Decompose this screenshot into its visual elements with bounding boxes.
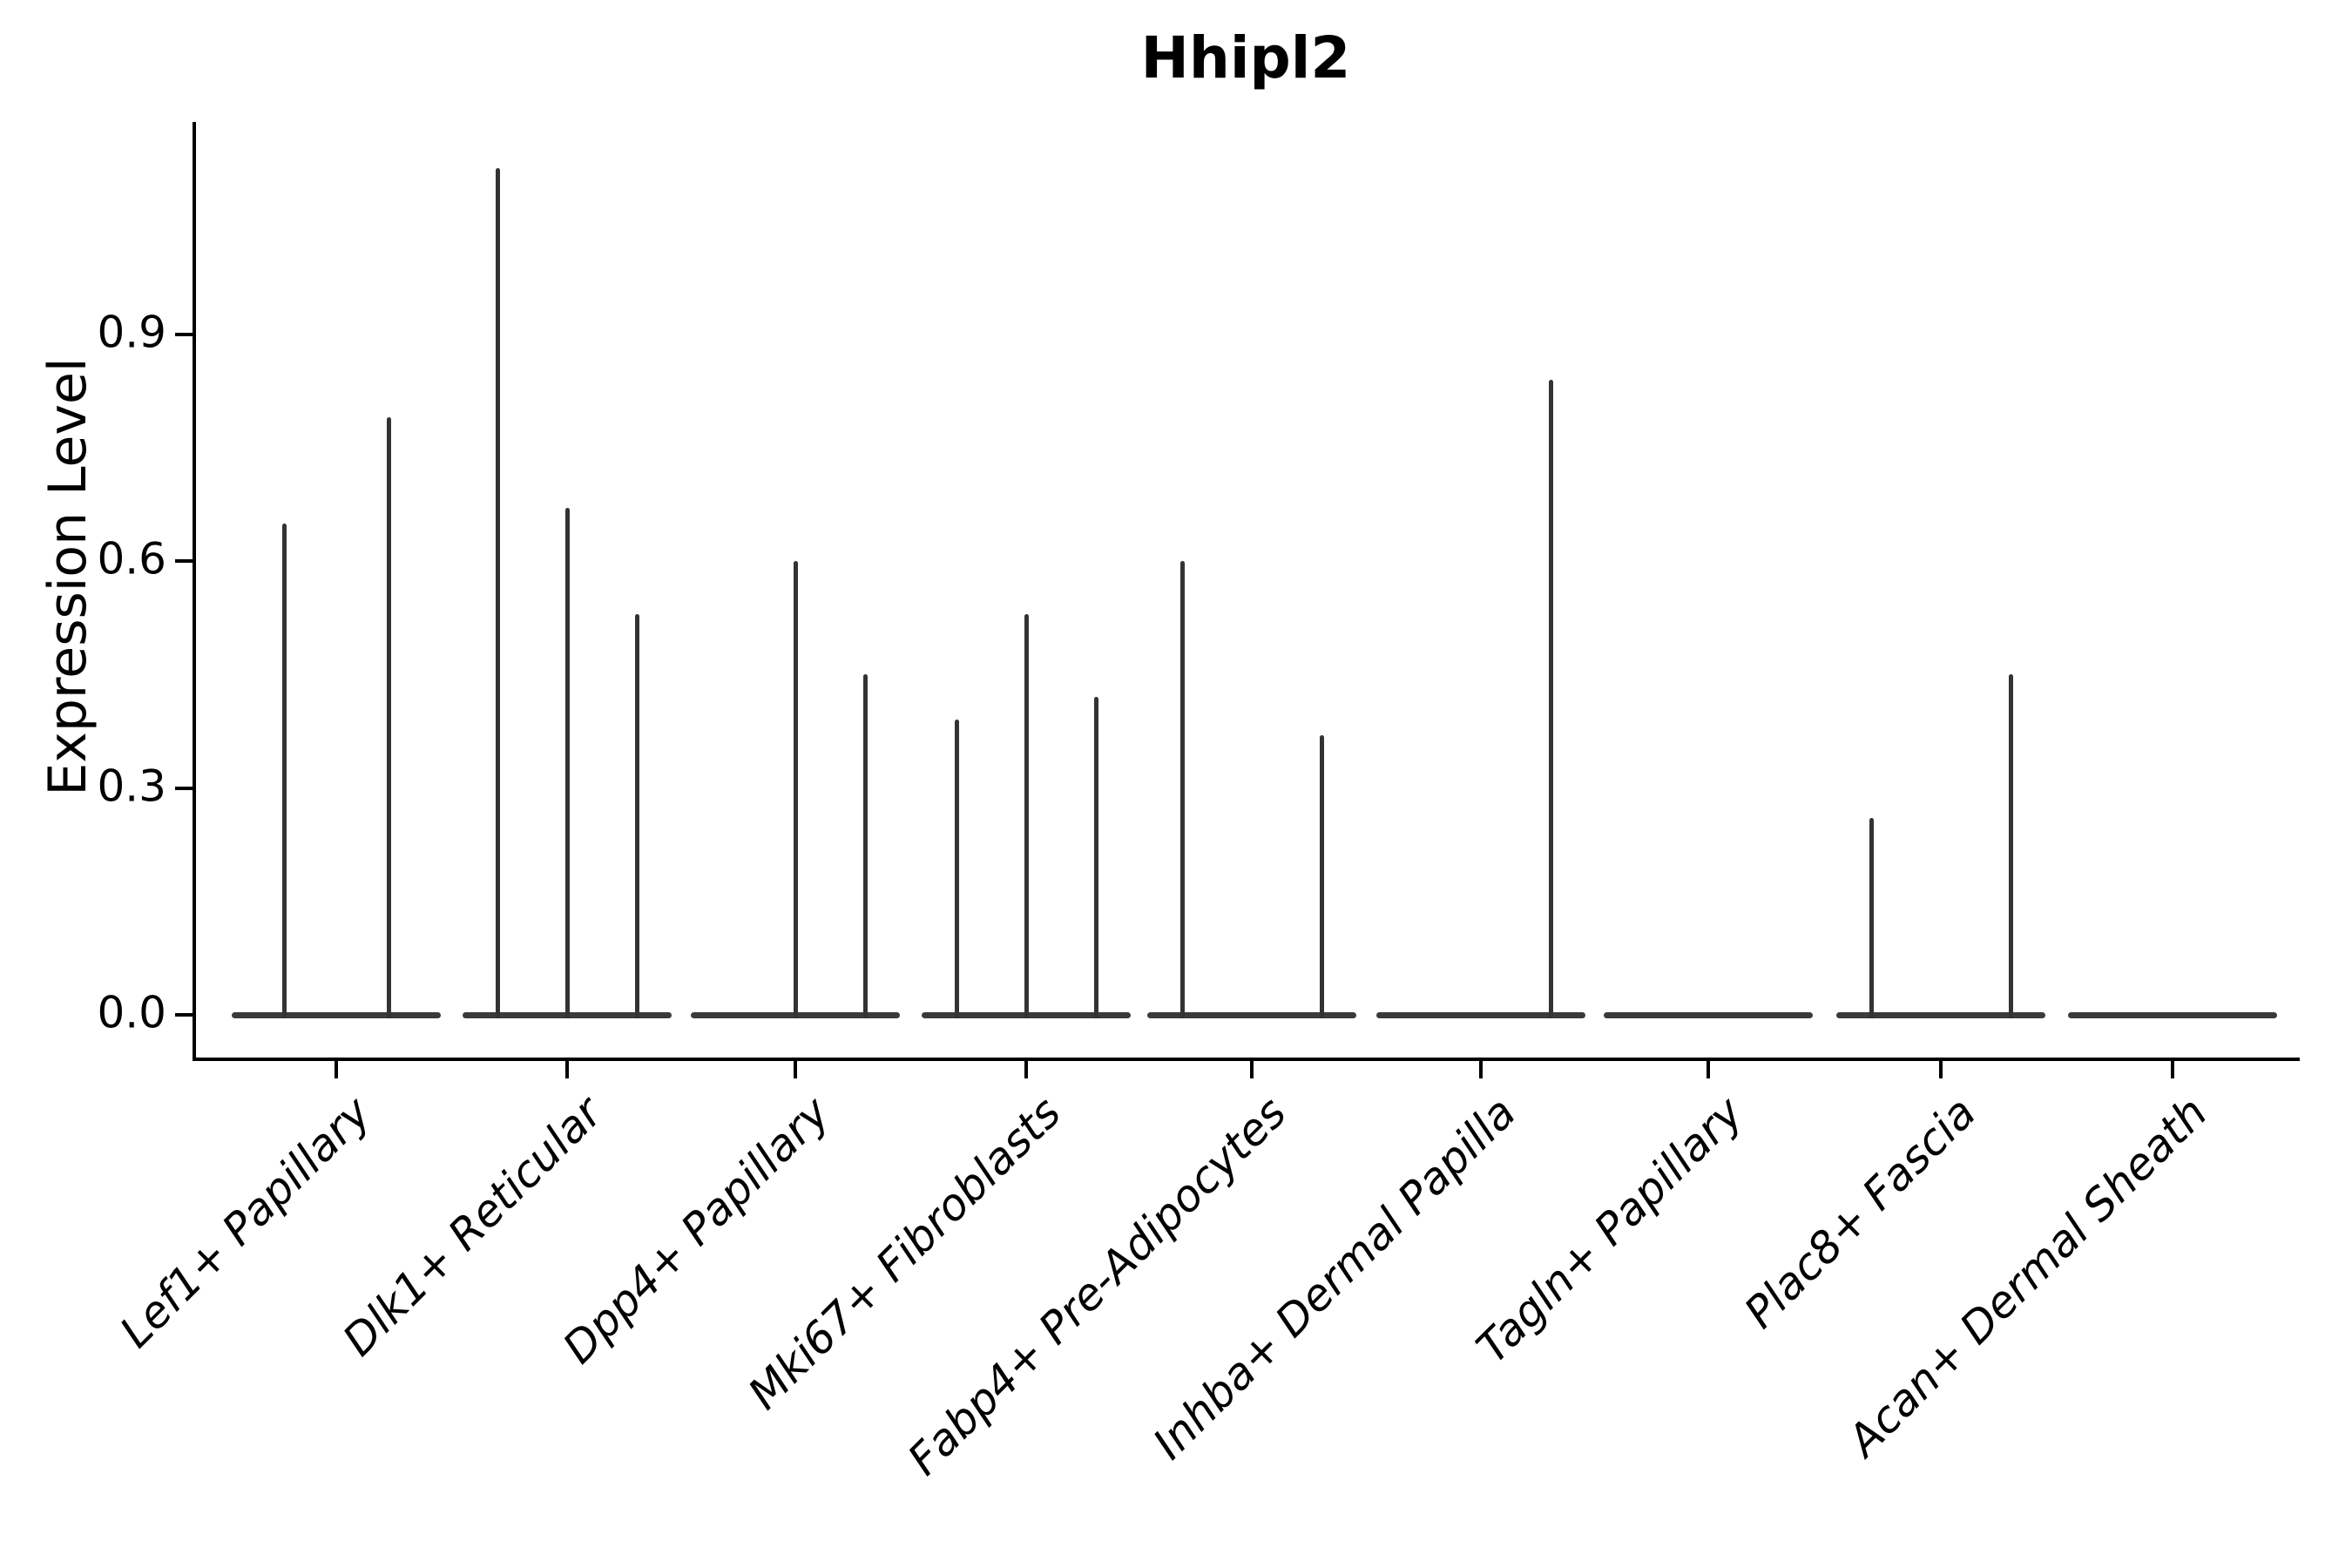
plot-title: Hhipl2 — [1140, 24, 1351, 91]
y-tick-label: 0.3 — [97, 760, 166, 812]
x-tick — [1479, 1061, 1483, 1078]
violin-spike — [281, 523, 287, 1018]
violin-spike — [1869, 818, 1874, 1018]
x-tick — [794, 1061, 797, 1078]
violin-spike — [1024, 613, 1029, 1018]
x-tick-label: Fabp4+ Pre-Adipocytes — [898, 1087, 1297, 1485]
x-tick — [565, 1061, 569, 1078]
y-tick — [175, 332, 193, 336]
x-axis-spine — [193, 1058, 2300, 1061]
y-tick-label: 0.6 — [97, 533, 166, 585]
violin-spike — [793, 561, 798, 1018]
violin-spike — [634, 613, 639, 1018]
y-axis-spine — [193, 122, 196, 1061]
y-tick — [175, 786, 193, 790]
violin-spike — [1179, 561, 1185, 1018]
violin-spike — [386, 417, 391, 1018]
x-tick-label: Inhba+ Dermal Papilla — [1143, 1087, 1526, 1470]
y-tick-label: 0.9 — [97, 307, 166, 358]
x-tick — [1024, 1061, 1028, 1078]
y-tick — [175, 1013, 193, 1017]
x-tick — [2171, 1061, 2174, 1078]
violin-spike — [564, 508, 570, 1018]
x-tick-label: Plac8+ Fascia — [1734, 1087, 1986, 1338]
x-tick-label: Lef1+ Papillary — [110, 1087, 382, 1358]
violin-spike — [495, 167, 500, 1018]
violin-body — [2068, 1011, 2277, 1018]
violin-body — [1376, 1011, 1585, 1018]
violin-body — [1604, 1011, 1813, 1018]
violin-spike — [1093, 697, 1098, 1018]
violin-spike — [862, 674, 868, 1018]
violin-spike — [2008, 674, 2013, 1018]
violin-body — [232, 1011, 441, 1018]
y-tick — [175, 559, 193, 564]
violin-spike — [1548, 379, 1553, 1018]
x-tick — [1939, 1061, 1943, 1078]
x-tick — [1250, 1061, 1254, 1078]
violin-body — [1836, 1011, 2045, 1018]
x-tick — [1707, 1061, 1710, 1078]
violin-spike — [954, 720, 959, 1018]
x-tick — [335, 1061, 338, 1078]
violin-spike — [1319, 734, 1324, 1018]
y-tick-label: 0.0 — [97, 987, 166, 1038]
violin-body — [1147, 1011, 1356, 1018]
